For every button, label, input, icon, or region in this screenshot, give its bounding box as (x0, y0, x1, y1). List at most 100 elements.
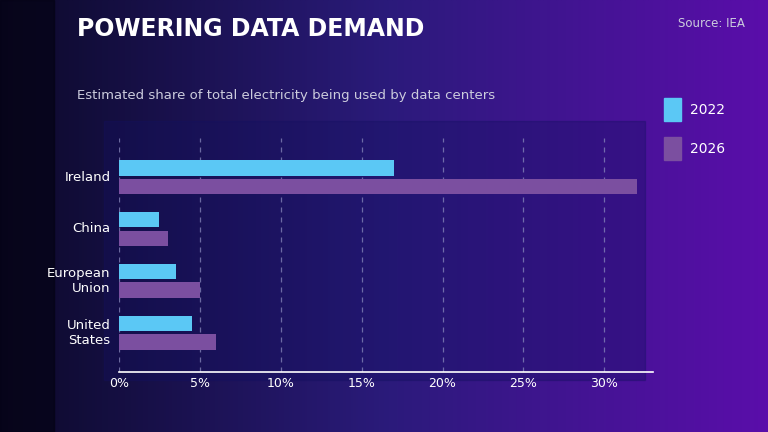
Bar (177, 0, 180, 432)
Bar (113, 0, 116, 432)
Bar (84, 0, 88, 432)
Bar (328, 0, 331, 432)
Bar (94, 0, 98, 432)
Bar (402, 0, 406, 432)
Bar (451, 0, 454, 432)
Bar (187, 0, 190, 432)
Bar (90, 0, 93, 432)
Bar (707, 0, 710, 432)
Bar (658, 0, 661, 432)
Bar (430, 0, 433, 432)
Bar (59, 0, 62, 432)
Bar (174, 0, 177, 432)
Bar (468, 0, 472, 432)
Bar (46, 0, 49, 432)
Bar (25, 0, 29, 432)
Bar (336, 0, 339, 432)
Bar (440, 0, 444, 432)
Bar (422, 0, 425, 432)
Bar (238, 0, 241, 432)
Bar (663, 0, 667, 432)
Bar (100, 0, 103, 432)
Bar (54, 0, 57, 432)
Bar (119, 212, 160, 227)
Text: Source: IEA: Source: IEA (678, 17, 745, 30)
Bar (525, 0, 528, 432)
Text: 2022: 2022 (690, 103, 726, 117)
Bar (532, 0, 536, 432)
Bar (528, 0, 531, 432)
Bar (666, 0, 669, 432)
Bar (515, 0, 518, 432)
Bar (282, 0, 285, 432)
Bar (167, 0, 170, 432)
Bar (0, 0, 54, 432)
Bar (256, 0, 260, 432)
Bar (640, 0, 644, 432)
Bar (632, 0, 636, 432)
Bar (548, 0, 551, 432)
Bar (612, 0, 615, 432)
Bar (61, 0, 65, 432)
Bar (694, 0, 697, 432)
Bar (348, 0, 352, 432)
Bar (87, 0, 91, 432)
Bar (279, 0, 283, 432)
Bar (760, 0, 763, 432)
Bar (727, 0, 730, 432)
Bar (302, 0, 306, 432)
Bar (397, 0, 400, 432)
Bar (755, 0, 759, 432)
Bar (136, 0, 139, 432)
Bar (207, 0, 210, 432)
Bar (471, 0, 475, 432)
Bar (463, 0, 467, 432)
Bar (591, 0, 594, 432)
Bar (2, 0, 6, 432)
Bar (474, 0, 477, 432)
Bar (732, 0, 736, 432)
Bar (215, 0, 218, 432)
Bar (251, 0, 254, 432)
Bar (307, 0, 310, 432)
Bar (154, 0, 157, 432)
Bar (156, 0, 160, 432)
Bar (384, 0, 387, 432)
Bar (192, 0, 195, 432)
Bar (578, 0, 582, 432)
Bar (320, 0, 323, 432)
Bar (71, 0, 75, 432)
Bar (730, 0, 733, 432)
Bar (520, 0, 523, 432)
Bar (23, 0, 26, 432)
Bar (386, 0, 390, 432)
Bar (261, 0, 264, 432)
Bar (330, 0, 333, 432)
Bar (18, 0, 22, 432)
Bar (538, 0, 541, 432)
Bar (522, 0, 525, 432)
Bar (737, 0, 740, 432)
Bar (200, 0, 203, 432)
Bar (589, 0, 592, 432)
Bar (230, 0, 233, 432)
Bar (119, 264, 176, 279)
Bar (351, 0, 354, 432)
Bar (535, 0, 538, 432)
Bar (197, 0, 200, 432)
Bar (568, 0, 571, 432)
Bar (517, 0, 521, 432)
Bar (269, 0, 272, 432)
Bar (405, 0, 408, 432)
Bar (121, 0, 124, 432)
Bar (343, 0, 346, 432)
Bar (82, 0, 85, 432)
Bar (10, 0, 14, 432)
Bar (119, 179, 637, 194)
Bar (747, 0, 751, 432)
Bar (104, 121, 645, 380)
Bar (647, 0, 651, 432)
Bar (346, 0, 349, 432)
Bar (290, 0, 293, 432)
Bar (455, 0, 459, 432)
